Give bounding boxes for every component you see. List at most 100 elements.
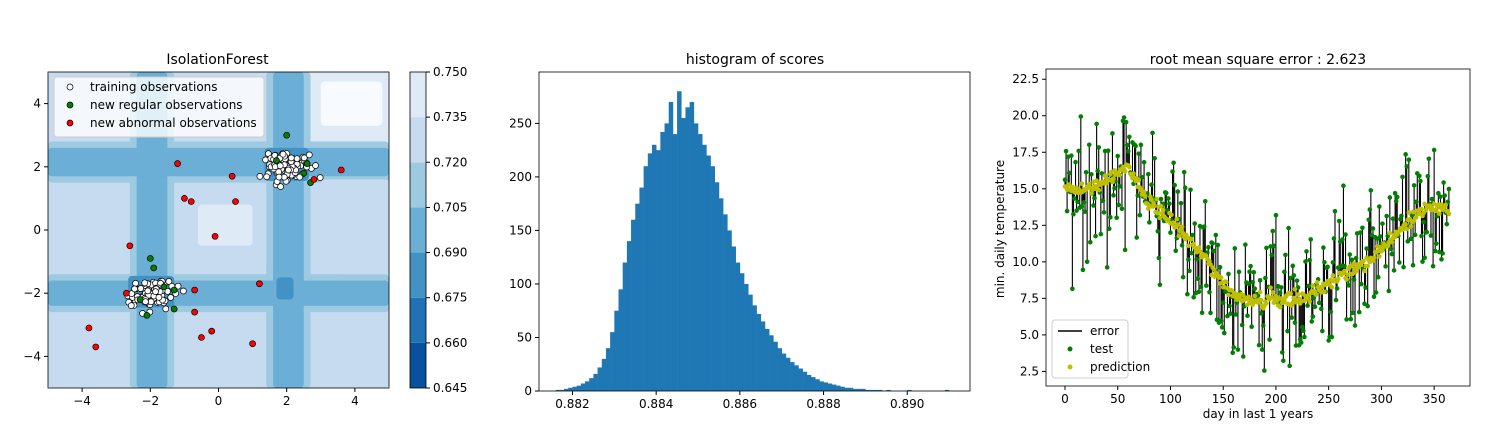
test-point — [1429, 196, 1435, 202]
histogram-bar — [739, 273, 745, 391]
test-point — [1400, 174, 1405, 180]
training-point — [180, 287, 187, 295]
test-point — [1252, 286, 1258, 291]
y-tick-label: 4 — [33, 97, 41, 111]
test-point — [1230, 350, 1235, 356]
test-point — [1247, 269, 1252, 275]
test-point — [1281, 358, 1286, 364]
test-point — [1342, 263, 1347, 269]
test-point — [1364, 246, 1369, 251]
test-point — [1307, 257, 1312, 263]
test-point — [1180, 274, 1186, 280]
colorbar-band — [410, 117, 426, 163]
colorbar-tick-label: 0.675 — [433, 291, 467, 305]
prediction-point — [1387, 230, 1393, 236]
histogram-bar — [744, 283, 749, 391]
test-point — [1386, 288, 1392, 294]
test-point — [1353, 255, 1359, 261]
test-point — [1277, 290, 1283, 296]
x-tick-label: 0.884 — [639, 397, 673, 411]
histogram-bar — [660, 131, 665, 392]
test-point — [1116, 202, 1122, 208]
test-point — [1298, 340, 1304, 345]
test-point — [1134, 235, 1140, 240]
histogram-bar — [693, 123, 699, 391]
histogram-bar — [840, 386, 845, 391]
colorbar-frame — [409, 71, 427, 389]
histogram-bar — [794, 365, 799, 391]
test-point — [1320, 328, 1325, 334]
test-point — [1325, 264, 1330, 270]
histogram-bar — [773, 341, 778, 391]
histogram-bar — [781, 353, 787, 391]
histogram-bar — [685, 107, 690, 391]
prediction-point — [1443, 202, 1449, 208]
test-point — [1269, 252, 1275, 258]
histogram-bar — [806, 374, 812, 391]
legend-label: prediction — [1090, 360, 1150, 374]
test-point — [1291, 273, 1297, 278]
test-point — [1066, 170, 1072, 176]
histogram-bar — [647, 153, 653, 391]
test-point — [1228, 311, 1233, 316]
prediction-point — [1400, 227, 1405, 232]
test-point — [1351, 277, 1357, 282]
test-point — [1195, 276, 1201, 282]
histogram-bar — [651, 144, 657, 391]
test-point — [1175, 189, 1181, 194]
prediction-point — [1431, 201, 1437, 207]
prediction-points — [1062, 162, 1452, 311]
new-regular-observations — [136, 131, 314, 319]
histogram-plot-area: 0.882 0.884 0.886 0.888 0.890 0 50 100 150 200 250 — [509, 71, 971, 411]
test-point — [1081, 200, 1087, 205]
training-point — [147, 298, 155, 306]
test-point — [1263, 275, 1268, 281]
contour-level — [334, 242, 389, 275]
test-point — [1425, 174, 1431, 179]
test-points — [1062, 114, 1452, 373]
y-tick-label: 22.5 — [1012, 72, 1039, 86]
histogram-bar — [681, 118, 686, 391]
histogram-bar — [710, 166, 716, 391]
test-point — [1240, 354, 1246, 359]
test-point — [1446, 186, 1452, 192]
x-tick-label: 50 — [1110, 392, 1125, 406]
test-point — [1146, 171, 1151, 177]
regular-point — [170, 286, 178, 294]
temperature-legend: error test prediction — [1051, 319, 1150, 379]
test-point — [1309, 319, 1315, 324]
prediction-point — [1166, 217, 1171, 223]
histogram-bar — [852, 388, 858, 391]
prediction-point — [1433, 208, 1439, 214]
test-point — [1123, 119, 1129, 125]
histogram-bar — [819, 381, 824, 391]
test-point — [1358, 230, 1363, 235]
test-point — [1115, 153, 1121, 159]
test-point — [1084, 259, 1090, 265]
test-point — [1257, 278, 1263, 283]
histogram-bar — [861, 388, 866, 391]
x-tick-label: 100 — [1159, 392, 1182, 406]
training-point — [316, 174, 324, 181]
histogram-bar — [760, 321, 766, 391]
prediction-point — [1246, 294, 1251, 300]
test-point — [1070, 286, 1075, 292]
prediction-point — [1211, 266, 1217, 272]
prediction-point — [1329, 284, 1335, 290]
prediction-point — [1437, 211, 1442, 217]
prediction-point — [1152, 203, 1157, 209]
test-point — [1318, 306, 1324, 312]
test-point — [1390, 216, 1396, 221]
test-point — [1073, 159, 1078, 165]
abnormal-point — [310, 176, 318, 183]
test-point — [1401, 264, 1406, 270]
prediction-point — [1196, 245, 1202, 250]
prediction-point — [1371, 255, 1377, 260]
x-tick-label: 150 — [1212, 392, 1235, 406]
colorbar-band — [410, 342, 426, 388]
test-point — [1393, 198, 1399, 204]
training-point — [141, 279, 149, 287]
test-point — [1190, 232, 1195, 238]
prediction-point — [1389, 239, 1395, 245]
test-point — [1063, 148, 1069, 154]
